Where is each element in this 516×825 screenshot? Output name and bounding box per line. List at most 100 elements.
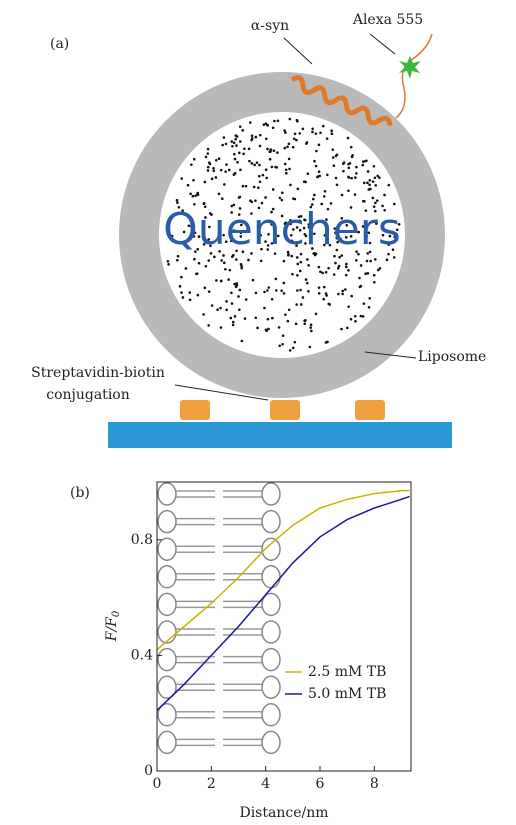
quencher-dot [323,286,326,289]
quencher-dot [268,150,271,153]
y-tick-label: 0.8 [131,532,153,548]
quencher-dot [242,185,245,188]
quencher-dot [315,165,318,168]
lipid-head [262,566,280,588]
series-line [157,491,410,650]
quencher-dot [253,164,256,167]
quencher-dot [369,188,372,191]
quencher-dot [306,282,309,285]
quencher-dot [286,146,289,149]
quencher-dot [220,326,223,329]
quencher-dot [318,286,321,289]
quencher-dot [291,273,294,276]
lipid-head [158,621,176,643]
quencher-dot [338,256,341,259]
quencher-dot [309,346,312,349]
quencher-dot [208,290,211,293]
quencher-dot [307,264,310,267]
quencher-dot [289,118,292,121]
quencher-dot [368,306,371,309]
quencher-dot [377,269,380,272]
quencher-dot [297,188,300,191]
quencher-dot [281,343,284,346]
quencher-dot [267,286,270,289]
quencher-dot [272,126,275,129]
quencher-dot [196,193,199,196]
quencher-dot [263,307,266,310]
quencher-dot [225,300,228,303]
quencher-dot [313,194,316,197]
x-tick-label: 6 [316,776,325,792]
x-axis-label: Distance/nm [239,805,328,821]
quencher-dot [227,278,230,281]
quencher-dot [232,324,235,327]
quencher-dot [347,176,350,179]
quencher-dot [360,285,363,288]
quencher-dot [299,261,302,264]
quencher-dot [266,148,269,151]
quencher-dot [249,199,252,202]
quencher-dot [321,272,324,275]
y-label-sub: 0 [111,610,122,617]
quencher-dot [331,148,334,151]
quencher-dot [341,194,344,197]
quencher-dot [207,259,210,262]
quencher-dot [232,321,235,324]
quencher-dot [281,191,284,194]
quencher-dot [373,274,376,277]
lipid-head [262,649,280,671]
quencher-dot [248,160,251,163]
y-axis-label: F/F0 [104,610,122,642]
quencher-dot [233,142,236,145]
quencher-dot [305,142,308,145]
quencher-dot [245,298,248,301]
quencher-dot [323,195,326,198]
quencher-dot [374,258,377,261]
quencher-dot [325,294,328,297]
quencher-dot [182,296,185,299]
legend-label: 5.0 mM TB [308,686,386,702]
quencher-dot [310,323,313,326]
quencher-dot [365,159,368,162]
quencher-dot [259,134,262,137]
quencher-dot [354,315,357,318]
quencher-dot [193,258,196,261]
quencher-dot [358,277,361,280]
quencher-dot [206,152,209,155]
lipid-head [262,704,280,726]
quencher-dot [258,175,261,178]
quencher-dot [344,288,347,291]
quencher-dot [376,199,379,202]
leader-line [284,38,312,64]
quencher-dot [292,146,295,149]
quencher-dot [218,193,221,196]
quencher-dot [312,198,315,201]
quencher-dot [236,161,239,164]
quencher-dot [251,134,254,137]
quencher-dot [340,328,343,331]
quencher-dot [212,170,215,173]
quencher-dot [361,164,364,167]
lipid-head [158,511,176,533]
quencher-dot [309,326,312,329]
dye-label: Alexa 555 [352,12,423,28]
quencher-dot [332,156,335,159]
quencher-dot [367,272,370,275]
lipid-head [262,483,280,505]
quencher-dot [289,184,292,187]
quencher-dot [241,340,244,343]
y-tick-label: 0.4 [131,647,153,663]
quencher-dot [271,298,274,301]
quencher-dot [239,125,242,128]
quencher-dot [345,263,348,266]
quencher-dot [284,163,287,166]
quencher-dot [295,323,298,326]
quencher-dot [307,172,310,175]
quencher-dot [283,129,286,132]
quencher-dot [192,195,195,198]
quencher-dot [330,129,333,132]
quencher-dot [372,180,375,183]
quencher-dot [271,317,274,320]
quencher-dot [363,182,366,185]
quencher-dot [233,173,236,176]
